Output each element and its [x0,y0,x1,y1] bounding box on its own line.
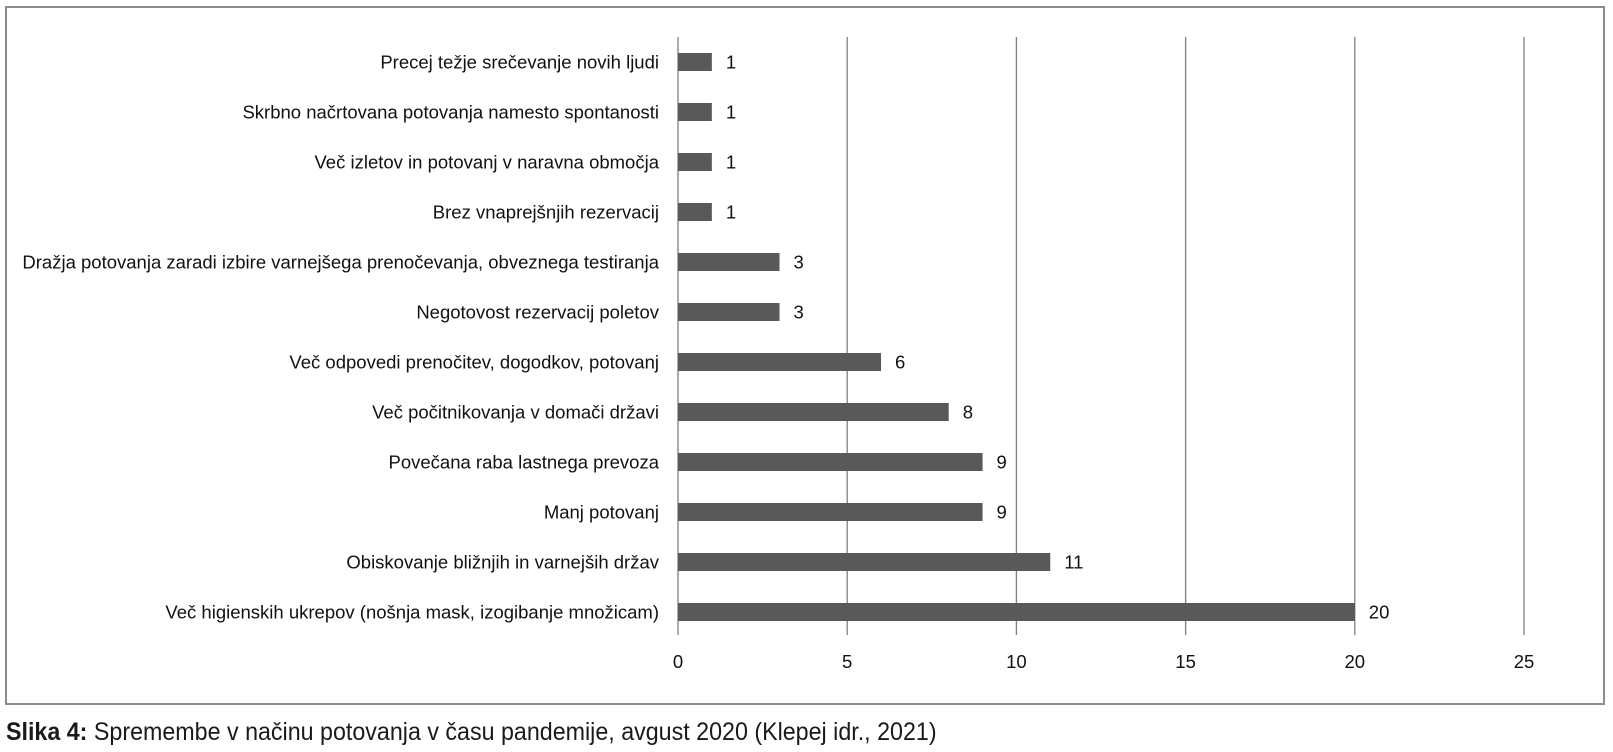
category-label-8: Več počitnikovanja v domači državi [372,402,659,423]
bar-5 [678,253,780,271]
category-label-6: Negotovost rezervacij poletov [416,302,659,323]
category-label-11: Obiskovanje bližnjih in varnejših držav [346,552,659,573]
bar-2 [678,103,712,121]
category-label-10: Manj potovanj [544,502,659,523]
data-label-9: 9 [997,452,1007,473]
data-label-7: 6 [895,352,905,373]
bar-3 [678,153,712,171]
data-label-2: 1 [726,102,736,123]
data-label-11: 11 [1064,552,1083,573]
category-label-9: Povečana raba lastnega prevoza [389,452,660,473]
data-label-10: 9 [997,502,1007,523]
x-tick-label-5: 5 [842,651,852,672]
category-label-12: Več higienskih ukrepov (nošnja mask, izo… [165,602,659,623]
x-tick-label-0: 0 [673,651,683,672]
bar-9 [678,453,983,471]
data-label-4: 1 [726,202,736,223]
category-label-3: Več izletov in potovanj v naravna območj… [314,152,659,173]
category-label-7: Več odpovedi prenočitev, dogodkov, potov… [289,352,659,373]
x-tick-label-15: 15 [1175,651,1196,672]
category-label-2: Skrbno načrtovana potovanja namesto spon… [242,102,659,123]
bar-8 [678,403,949,421]
bar-4 [678,203,712,221]
bar-11 [678,553,1051,571]
category-label-5: Dražja potovanja zaradi izbire varnejšeg… [22,252,659,273]
figure-caption: Slika 4: Spremembe v načinu potovanja v … [6,718,937,747]
caption-label: Slika 4: [6,718,88,746]
data-label-12: 20 [1369,602,1390,623]
bar-7 [678,353,882,371]
chart-frame: 0 5 10 15 20 25 Precej težje srečevanje novih … [5,6,1605,705]
caption-text: Spremembe v načinu potovanja v času pand… [87,718,937,746]
x-tick-label-10: 10 [1006,651,1027,672]
data-label-1: 1 [726,52,736,73]
x-tick-label-20: 20 [1345,651,1366,672]
data-label-3: 1 [726,152,736,173]
data-label-6: 3 [794,302,804,323]
category-label-1: Precej težje srečevanje novih ljudi [380,52,659,73]
category-label-4: Brez vnaprejšnjih rezervacij [433,202,659,223]
bar-12 [678,603,1355,621]
bar-6 [678,303,780,321]
bar-chart: 0 5 10 15 20 25 Precej težje srečevanje novih … [22,37,1535,672]
x-tick-label-25: 25 [1514,651,1535,672]
data-label-5: 3 [794,252,804,273]
bar-10 [678,503,983,521]
data-label-8: 8 [963,402,973,423]
bar-1 [678,53,712,71]
